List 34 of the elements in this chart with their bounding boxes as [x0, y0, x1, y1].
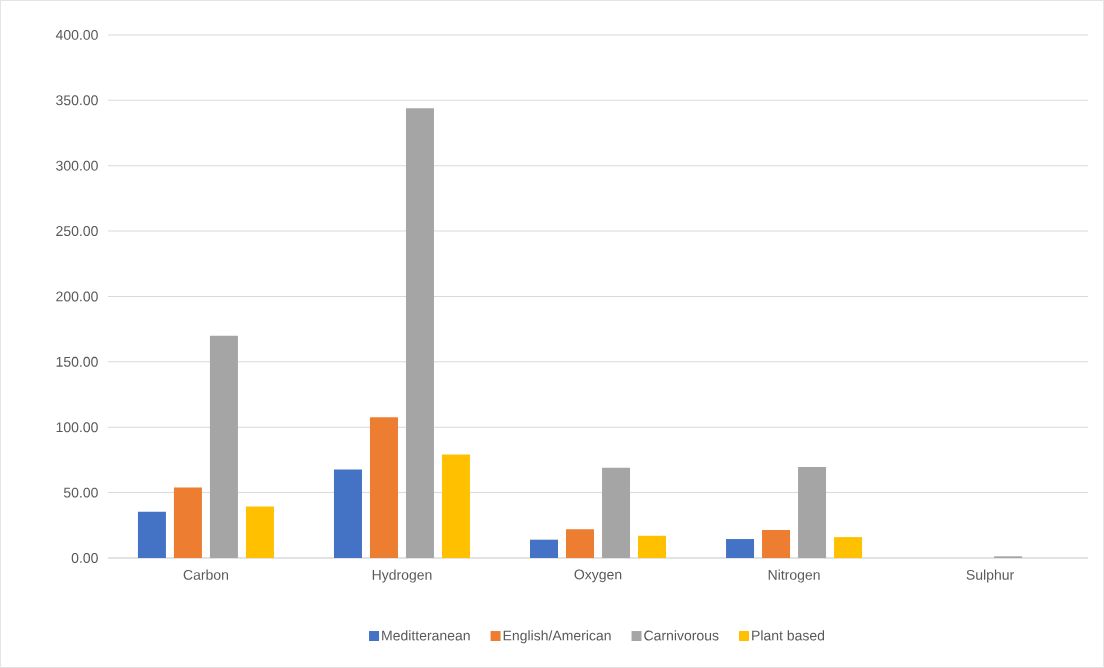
- bar: [405, 108, 434, 559]
- y-tick-label: 200.00: [56, 291, 98, 302]
- legend-label: Plant based: [752, 630, 825, 641]
- bar: [762, 530, 791, 559]
- bar: [798, 467, 827, 559]
- y-tick-label: 50.00: [63, 487, 98, 498]
- legend-label: Meditteranean: [382, 630, 470, 641]
- bar: [638, 535, 667, 559]
- bar: [209, 335, 238, 559]
- x-tick-label: Hydrogen: [372, 569, 432, 583]
- y-tick-label: 150.00: [56, 356, 98, 367]
- legend-label: Carnivorous: [644, 630, 719, 641]
- bar: [369, 417, 398, 559]
- bar: [137, 511, 166, 559]
- bar: [566, 529, 595, 559]
- bar: [602, 467, 631, 559]
- y-tick-label: 0.00: [71, 553, 98, 563]
- bar: [441, 454, 470, 559]
- x-tick-label: Carbon: [183, 569, 228, 580]
- bar: [834, 537, 863, 559]
- y-tick-label: 250.00: [56, 226, 98, 237]
- bar: [245, 506, 274, 559]
- y-tick-label: 300.00: [56, 160, 98, 171]
- x-tick-label: Oxygen: [574, 569, 622, 583]
- y-tick-label: 400.00: [55, 29, 98, 40]
- x-tick-label: Nitrogen: [768, 569, 820, 583]
- bar: [173, 487, 202, 559]
- y-tick-label: 350.00: [56, 95, 98, 106]
- bar: [333, 469, 362, 559]
- bar: [530, 539, 558, 559]
- x-tick-label: Sulphur: [966, 569, 1014, 583]
- bar: [726, 539, 755, 559]
- y-tick-label: 100.00: [56, 422, 98, 433]
- legend-label: English/American: [503, 630, 611, 644]
